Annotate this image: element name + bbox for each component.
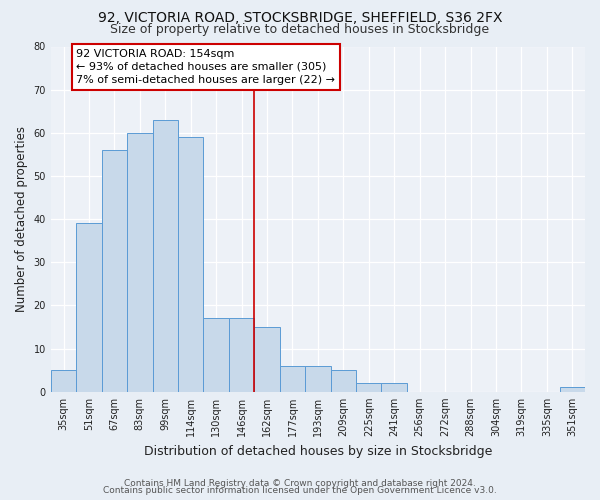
Bar (229, 318, 254, 392)
Y-axis label: Number of detached properties: Number of detached properties (15, 126, 28, 312)
Bar (356, 383, 382, 392)
Bar (382, 383, 407, 392)
Bar (560, 388, 585, 392)
Bar (152, 120, 178, 392)
Bar (178, 137, 203, 392)
Bar (127, 133, 152, 392)
Text: Contains HM Land Registry data © Crown copyright and database right 2024.: Contains HM Land Registry data © Crown c… (124, 478, 476, 488)
Bar (305, 366, 331, 392)
Bar (101, 150, 127, 392)
Bar (203, 318, 229, 392)
Text: Contains public sector information licensed under the Open Government Licence v3: Contains public sector information licen… (103, 486, 497, 495)
Text: 92 VICTORIA ROAD: 154sqm
← 93% of detached houses are smaller (305)
7% of semi-d: 92 VICTORIA ROAD: 154sqm ← 93% of detach… (76, 48, 335, 85)
Text: 92, VICTORIA ROAD, STOCKSBRIDGE, SHEFFIELD, S36 2FX: 92, VICTORIA ROAD, STOCKSBRIDGE, SHEFFIE… (98, 11, 502, 25)
Bar (331, 370, 356, 392)
Bar (280, 366, 305, 392)
X-axis label: Distribution of detached houses by size in Stocksbridge: Distribution of detached houses by size … (144, 444, 492, 458)
Bar (76, 224, 101, 392)
Text: Size of property relative to detached houses in Stocksbridge: Size of property relative to detached ho… (110, 22, 490, 36)
Bar (51, 370, 76, 392)
Bar (254, 327, 280, 392)
